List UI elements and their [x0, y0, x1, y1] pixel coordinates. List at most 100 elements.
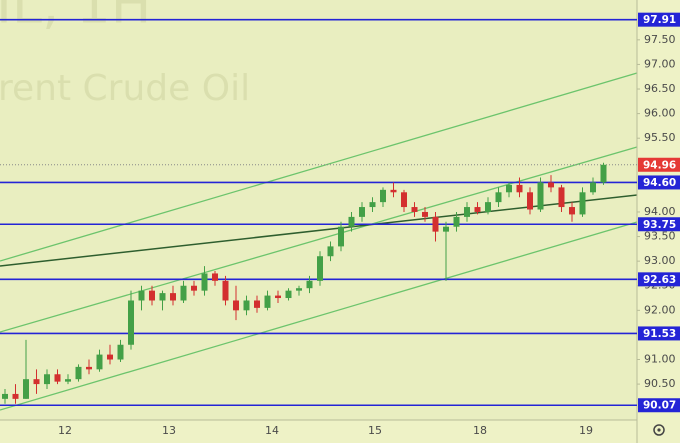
y-tick-label: 96.50	[644, 82, 676, 95]
candle-body	[275, 295, 281, 299]
y-tick-label: 91.00	[644, 353, 676, 366]
candle-body	[128, 300, 134, 345]
candle-body	[590, 182, 596, 193]
candle-body	[65, 379, 71, 382]
watermark: IL, 1H rent Crude Oil	[0, 0, 250, 109]
candle-body	[107, 354, 113, 360]
x-tick-label: 14	[265, 424, 279, 437]
candle-body	[401, 192, 407, 208]
candle-body	[422, 211, 428, 217]
candle-body	[474, 207, 481, 212]
watermark-title: IL, 1H	[0, 0, 151, 36]
watermark-subtitle: rent Crude Oil	[0, 68, 250, 109]
candle-body	[254, 300, 260, 308]
candle-body	[86, 366, 92, 370]
level-label-box	[638, 217, 680, 232]
candle-body	[548, 182, 554, 188]
level-label: 91.53	[643, 328, 676, 340]
candle-body	[296, 288, 302, 291]
x-tick-label: 15	[368, 424, 382, 437]
candle-body	[159, 293, 166, 301]
y-tick-label: 96.00	[644, 107, 676, 120]
candle-body	[380, 189, 386, 203]
y-tick-label: 97.00	[644, 57, 676, 70]
candle-body	[579, 192, 586, 215]
plot	[0, 18, 637, 407]
candle-body	[191, 285, 197, 291]
y-tick-label: 95.50	[644, 131, 676, 144]
candle-body	[516, 184, 523, 193]
candle-body	[464, 207, 470, 217]
candle-body	[359, 207, 365, 217]
level-label-box	[638, 398, 680, 413]
candle-body	[432, 216, 439, 232]
x-tick-label: 13	[162, 424, 176, 437]
last-price-box	[638, 157, 680, 172]
candle-body	[33, 379, 40, 385]
candle-body	[180, 285, 187, 301]
candle-body	[485, 202, 491, 212]
candle-body	[264, 295, 271, 308]
x-tick-label: 19	[579, 424, 593, 437]
y-tick-label: 93.00	[644, 254, 676, 267]
candle-body	[243, 300, 250, 311]
x-tick-label: 12	[58, 424, 72, 437]
candle-body	[96, 354, 103, 370]
candle-body	[117, 344, 124, 360]
level-label-box	[638, 175, 680, 190]
gear-center[interactable]	[657, 428, 661, 432]
candle-body	[201, 273, 208, 291]
gear-icon[interactable]	[653, 424, 665, 436]
candle-body	[453, 216, 460, 227]
y-tick-label: 97.50	[644, 33, 676, 46]
level-label: 90.07	[643, 400, 676, 412]
candle-body	[44, 374, 50, 385]
candle-body	[149, 290, 155, 301]
level-label: 93.75	[643, 219, 676, 231]
candle-body	[495, 192, 502, 203]
candle-body	[537, 182, 544, 210]
level-label-box	[638, 326, 680, 341]
y-tick-label: 93.50	[644, 230, 676, 243]
candle-body	[390, 189, 397, 193]
candle-body	[23, 379, 29, 399]
candle-body	[348, 216, 355, 227]
candle-body	[233, 300, 239, 311]
candle-body	[558, 187, 565, 208]
candle-body	[170, 293, 176, 301]
x-tick-label: 18	[473, 424, 487, 437]
candle-body	[138, 290, 145, 301]
candle-body	[527, 192, 533, 210]
level-label: 94.60	[643, 177, 676, 189]
channel-upper	[0, 72, 637, 262]
candle-body	[569, 207, 575, 215]
candle-body	[506, 184, 512, 193]
level-label: 97.91	[643, 14, 676, 26]
channel-middle	[0, 146, 637, 333]
level-label-box	[638, 12, 680, 27]
plot-area	[0, 0, 637, 420]
candle-body	[12, 393, 19, 399]
candle-body	[285, 290, 292, 299]
candle-body	[2, 393, 8, 399]
candle-body	[411, 207, 418, 212]
candle-body	[338, 226, 344, 247]
candle-body	[600, 164, 607, 183]
candle-body	[75, 366, 82, 380]
y-tick-label: 90.50	[644, 377, 676, 390]
last-price-label: 94.96	[643, 159, 676, 171]
y-tick-label: 94.00	[644, 205, 676, 218]
candle-body	[317, 256, 323, 281]
channel-lower	[0, 221, 637, 411]
candle-body	[54, 374, 61, 382]
level-label-box	[638, 272, 680, 287]
settings-button[interactable]	[653, 424, 665, 436]
candle-body	[306, 280, 313, 289]
candle-body	[369, 202, 376, 208]
candle-body	[222, 280, 229, 301]
candle-body	[212, 273, 218, 281]
y-tick-label: 92.00	[644, 303, 676, 316]
candle-body	[327, 246, 334, 257]
candle-body	[443, 226, 449, 232]
